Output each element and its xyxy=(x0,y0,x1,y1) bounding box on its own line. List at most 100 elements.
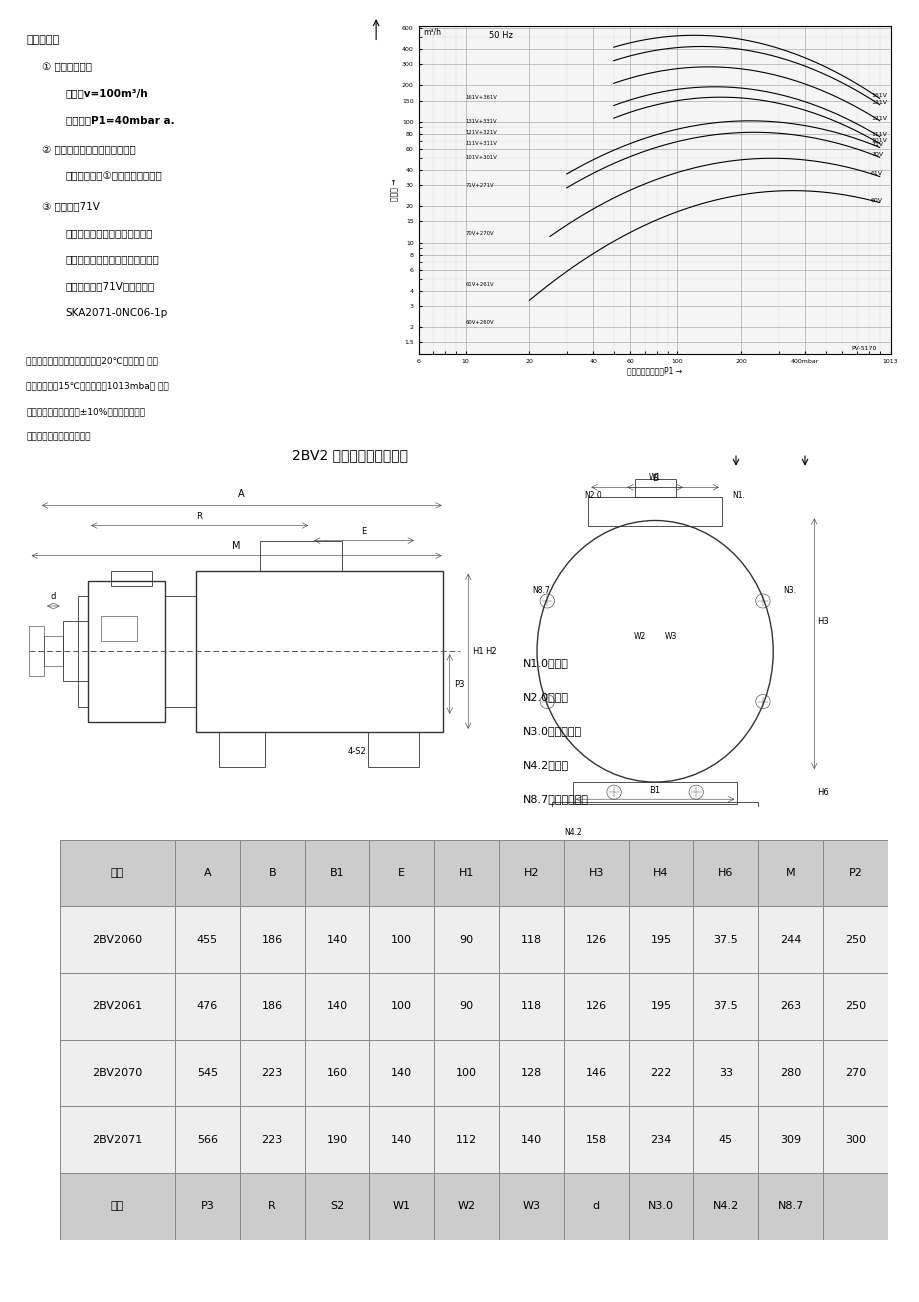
Text: 131V+331V: 131V+331V xyxy=(465,120,496,125)
Bar xyxy=(634,479,675,497)
Bar xyxy=(369,906,434,973)
Text: 下测到的，性能允许是±10%。图中左侧为配: 下测到的，性能允许是±10%。图中左侧为配 xyxy=(27,408,145,417)
Bar xyxy=(693,1039,757,1107)
Text: 根据曲线编号查出相应的产品型: 根据曲线编号查出相应的产品型 xyxy=(66,228,153,238)
Bar xyxy=(175,1173,240,1240)
Bar xyxy=(563,906,628,973)
Bar xyxy=(60,973,175,1039)
Text: H6: H6 xyxy=(718,868,732,878)
Text: W3: W3 xyxy=(664,631,676,641)
Bar xyxy=(498,906,563,973)
Bar xyxy=(369,1039,434,1107)
Bar xyxy=(304,1039,369,1107)
Bar xyxy=(28,626,44,677)
Bar xyxy=(434,973,498,1039)
Bar xyxy=(693,906,757,973)
Text: 37.5: 37.5 xyxy=(712,1001,737,1012)
Text: 111V+311V: 111V+311V xyxy=(465,141,497,146)
Bar xyxy=(369,973,434,1039)
Text: ① 设计点参数：: ① 设计点参数： xyxy=(42,62,92,72)
X-axis label: 吸气压力（绝压）P1 →: 吸气压力（绝压）P1 → xyxy=(627,367,681,376)
Text: H3: H3 xyxy=(816,617,828,626)
Bar xyxy=(588,497,721,526)
Bar xyxy=(175,1107,240,1173)
Text: 设气量v=100m³/h: 设气量v=100m³/h xyxy=(66,89,148,99)
Text: 190: 190 xyxy=(326,1134,347,1144)
Text: 186: 186 xyxy=(261,935,282,945)
Text: 61V+261V: 61V+261V xyxy=(465,283,494,288)
Bar xyxy=(434,1039,498,1107)
Text: 250: 250 xyxy=(844,1001,865,1012)
Text: 100: 100 xyxy=(391,1001,412,1012)
Text: N4.2: N4.2 xyxy=(712,1202,738,1211)
Bar xyxy=(304,1173,369,1240)
Bar xyxy=(369,1107,434,1173)
Text: 270: 270 xyxy=(844,1068,865,1078)
Text: 222: 222 xyxy=(650,1068,671,1078)
Text: 100: 100 xyxy=(391,935,412,945)
Text: M: M xyxy=(785,868,795,878)
Text: 101V+301V: 101V+301V xyxy=(465,155,497,160)
Bar xyxy=(240,840,304,906)
Text: W1: W1 xyxy=(392,1202,411,1211)
Text: W2: W2 xyxy=(633,631,645,641)
Text: E: E xyxy=(398,868,405,878)
Text: 70V+270V: 70V+270V xyxy=(465,230,494,236)
Text: N1.: N1. xyxy=(732,491,744,500)
Bar xyxy=(498,1039,563,1107)
Bar xyxy=(219,732,265,767)
Bar xyxy=(175,840,240,906)
Text: 注：选性能曲线是在吸入介质为20℃的饱合空 气，: 注：选性能曲线是在吸入介质为20℃的饱合空 气， xyxy=(27,357,158,366)
Text: d: d xyxy=(51,592,56,602)
Bar xyxy=(628,906,693,973)
Bar xyxy=(304,1107,369,1173)
Text: 140: 140 xyxy=(391,1134,412,1144)
Text: N2.0排气口: N2.0排气口 xyxy=(522,693,568,702)
Text: 131V: 131V xyxy=(870,99,886,104)
Text: 128: 128 xyxy=(520,1068,541,1078)
Text: P3: P3 xyxy=(453,680,464,689)
Text: 280: 280 xyxy=(779,1068,800,1078)
Text: M: M xyxy=(232,540,240,551)
Bar xyxy=(60,1039,175,1107)
Text: N8.7: N8.7 xyxy=(777,1202,803,1211)
Text: W1: W1 xyxy=(648,473,661,482)
Text: R: R xyxy=(268,1202,276,1211)
Text: W2: W2 xyxy=(457,1202,475,1211)
Bar xyxy=(100,616,136,642)
Bar xyxy=(823,1107,887,1173)
Bar xyxy=(693,840,757,906)
Text: 140: 140 xyxy=(326,1001,347,1012)
Text: 50 Hz: 50 Hz xyxy=(489,31,513,40)
Text: 126: 126 xyxy=(585,935,607,945)
Text: N8.7汽蚀保护接口: N8.7汽蚀保护接口 xyxy=(522,794,588,803)
Text: H1: H1 xyxy=(459,868,474,878)
Text: 195: 195 xyxy=(650,1001,671,1012)
Text: 90: 90 xyxy=(459,1001,473,1012)
Bar xyxy=(757,906,823,973)
Text: B1: B1 xyxy=(649,786,660,796)
Bar xyxy=(434,1173,498,1240)
Text: E: E xyxy=(360,526,366,535)
Text: 2BV2060: 2BV2060 xyxy=(92,935,142,945)
Bar xyxy=(693,1107,757,1173)
Bar xyxy=(563,840,628,906)
Text: 2BV2070: 2BV2070 xyxy=(92,1068,142,1078)
Bar xyxy=(304,973,369,1039)
Bar xyxy=(259,540,342,570)
Text: N1.0吸气口: N1.0吸气口 xyxy=(522,659,568,668)
Text: 121V: 121V xyxy=(870,116,886,121)
Bar xyxy=(628,1173,693,1240)
Bar xyxy=(369,1173,434,1240)
Text: 设气压力P1=40mbar a.: 设气压力P1=40mbar a. xyxy=(66,115,175,125)
Text: 选择与设计点①最接近的一条曲线: 选择与设计点①最接近的一条曲线 xyxy=(66,172,163,181)
Text: 161V: 161V xyxy=(870,94,886,98)
Bar xyxy=(304,840,369,906)
Text: 2BV2071: 2BV2071 xyxy=(92,1134,142,1144)
Bar xyxy=(240,973,304,1039)
Text: W3: W3 xyxy=(522,1202,539,1211)
Text: ③ 本例中为71V: ③ 本例中为71V xyxy=(42,202,100,211)
Bar xyxy=(175,1039,240,1107)
Text: 61V: 61V xyxy=(870,172,882,177)
Text: S2: S2 xyxy=(330,1202,344,1211)
